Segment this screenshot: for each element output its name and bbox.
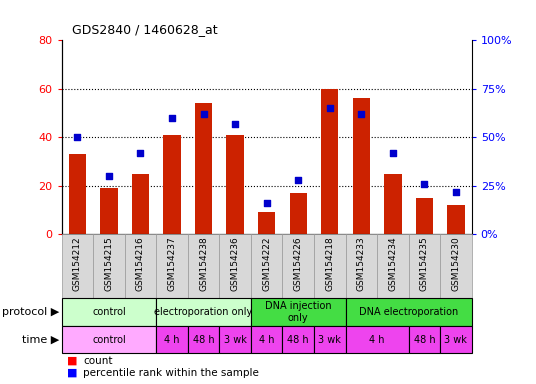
Bar [440, 326, 472, 353]
Bar [353, 98, 370, 234]
Bar [408, 326, 440, 353]
Bar [125, 234, 157, 298]
Bar [132, 174, 149, 234]
Bar [346, 298, 472, 326]
Bar [282, 234, 314, 298]
Text: DNA injection
only: DNA injection only [265, 301, 331, 323]
Bar [163, 135, 181, 234]
Text: GSM154234: GSM154234 [388, 236, 397, 291]
Text: protocol ▶: protocol ▶ [2, 307, 59, 317]
Bar [219, 326, 251, 353]
Bar [289, 193, 307, 234]
Point [168, 115, 176, 121]
Bar [346, 326, 408, 353]
Text: 3 wk: 3 wk [224, 335, 247, 345]
Bar [258, 212, 276, 234]
Text: control: control [92, 335, 126, 345]
Bar [100, 188, 117, 234]
Text: GSM154230: GSM154230 [451, 236, 460, 291]
Bar [384, 174, 401, 234]
Text: ■: ■ [67, 356, 78, 366]
Text: 3 wk: 3 wk [318, 335, 341, 345]
Text: 4 h: 4 h [369, 335, 385, 345]
Bar [226, 135, 244, 234]
Point [73, 134, 81, 141]
Bar [62, 298, 157, 326]
Point [420, 181, 429, 187]
Text: GSM154235: GSM154235 [420, 236, 429, 291]
Point [136, 150, 145, 156]
Bar [157, 234, 188, 298]
Point [389, 150, 397, 156]
Bar [416, 198, 433, 234]
Bar [188, 326, 219, 353]
Bar [195, 103, 212, 234]
Bar [408, 234, 440, 298]
Bar [440, 234, 472, 298]
Text: 48 h: 48 h [287, 335, 309, 345]
Point [263, 200, 271, 206]
Point [294, 177, 302, 183]
Text: control: control [92, 307, 126, 317]
Point [231, 121, 240, 127]
Bar [251, 326, 282, 353]
Text: ■: ■ [67, 367, 78, 377]
Text: electroporation only: electroporation only [154, 307, 252, 317]
Bar [346, 234, 377, 298]
Bar [314, 326, 346, 353]
Bar [219, 234, 251, 298]
Bar [93, 234, 125, 298]
Bar [251, 234, 282, 298]
Text: 48 h: 48 h [414, 335, 435, 345]
Text: GDS2840 / 1460628_at: GDS2840 / 1460628_at [72, 23, 218, 36]
Bar [62, 326, 157, 353]
Text: DNA electroporation: DNA electroporation [359, 307, 458, 317]
Point [199, 111, 208, 117]
Text: GSM154222: GSM154222 [262, 236, 271, 291]
Text: GSM154215: GSM154215 [105, 236, 114, 291]
Text: GSM154218: GSM154218 [325, 236, 334, 291]
Bar [447, 205, 465, 234]
Text: GSM154233: GSM154233 [357, 236, 366, 291]
Bar [157, 298, 251, 326]
Bar [69, 154, 86, 234]
Text: 48 h: 48 h [193, 335, 214, 345]
Text: count: count [83, 356, 113, 366]
Text: GSM154236: GSM154236 [230, 236, 240, 291]
Text: GSM154212: GSM154212 [73, 236, 82, 291]
Text: 3 wk: 3 wk [444, 335, 467, 345]
Bar [251, 298, 346, 326]
Bar [62, 234, 93, 298]
Text: GSM154237: GSM154237 [168, 236, 176, 291]
Text: 4 h: 4 h [165, 335, 180, 345]
Text: GSM154216: GSM154216 [136, 236, 145, 291]
Bar [377, 234, 408, 298]
Bar [314, 234, 346, 298]
Text: GSM154238: GSM154238 [199, 236, 208, 291]
Point [105, 173, 113, 179]
Point [357, 111, 366, 117]
Bar [321, 89, 338, 234]
Text: time ▶: time ▶ [22, 335, 59, 345]
Bar [282, 326, 314, 353]
Bar [157, 326, 188, 353]
Bar [188, 234, 219, 298]
Text: GSM154226: GSM154226 [294, 236, 303, 291]
Point [325, 105, 334, 111]
Text: percentile rank within the sample: percentile rank within the sample [83, 367, 259, 377]
Text: 4 h: 4 h [259, 335, 274, 345]
Point [452, 189, 460, 195]
